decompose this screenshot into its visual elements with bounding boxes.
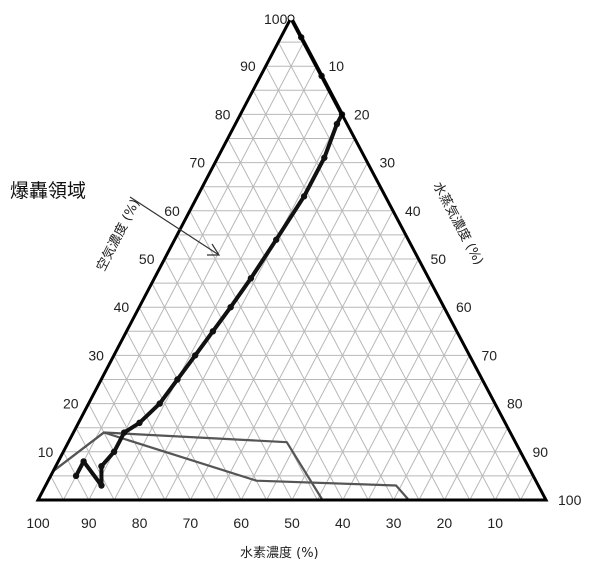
water-vapor-axis-ticks: 10 20 30 40 50 60 70 80 90 100 bbox=[329, 58, 582, 508]
trajectory-point bbox=[98, 463, 105, 470]
grid-line bbox=[277, 41, 522, 501]
grid-line bbox=[291, 258, 419, 501]
grid-line bbox=[469, 427, 509, 501]
trajectory-point bbox=[156, 400, 163, 407]
grid-line bbox=[100, 379, 166, 501]
water-vapor-tick-label: 20 bbox=[354, 106, 370, 122]
grid-line bbox=[164, 138, 356, 501]
air-axis-title: 空気濃度 (%) bbox=[93, 196, 143, 273]
hydrogen-tick-label: 20 bbox=[437, 515, 453, 531]
trajectory-point bbox=[273, 236, 280, 243]
grid-line bbox=[367, 331, 458, 501]
air-tick-label: 30 bbox=[88, 347, 104, 363]
air-tick-label: 60 bbox=[164, 203, 180, 219]
trajectory-point bbox=[174, 376, 181, 383]
water-vapor-tick-label: 50 bbox=[431, 251, 447, 267]
apex-label: 100 bbox=[264, 11, 288, 27]
air-tick-label: 40 bbox=[114, 299, 130, 315]
air-tick-label: 90 bbox=[240, 58, 256, 74]
grid-line bbox=[164, 258, 293, 501]
trajectory-point bbox=[121, 429, 128, 436]
water-vapor-tick-label: 70 bbox=[482, 347, 498, 363]
grid-line bbox=[342, 306, 445, 501]
hydrogen-tick-label: 60 bbox=[233, 515, 249, 531]
trajectory-point bbox=[72, 472, 80, 480]
hydrogen-axis-ticks: 100 90 80 70 60 50 40 30 20 10 bbox=[26, 515, 503, 531]
grid-line bbox=[113, 90, 330, 501]
water-vapor-tick-label: 80 bbox=[507, 396, 523, 412]
water-vapor-tick-label: 90 bbox=[533, 444, 549, 460]
hydrogen-axis-title: 水素濃度 (%) bbox=[240, 545, 319, 561]
hydrogen-tick-label: 70 bbox=[183, 515, 199, 531]
grid-line bbox=[202, 186, 369, 501]
hydrogen-tick-label: 10 bbox=[487, 515, 503, 531]
air-tick-label: 20 bbox=[63, 396, 79, 412]
apex-marker bbox=[287, 14, 295, 22]
air-tick-label: 50 bbox=[139, 251, 155, 267]
grid-line bbox=[113, 355, 191, 501]
grid-line bbox=[494, 451, 521, 501]
grid-line bbox=[176, 234, 318, 501]
trajectory-point bbox=[191, 352, 199, 359]
air-tick-label: 70 bbox=[190, 155, 206, 171]
grid-line bbox=[393, 355, 470, 501]
air-axis-ticks: 90 80 70 60 50 40 30 20 10 bbox=[38, 58, 256, 460]
grid-line bbox=[227, 138, 420, 501]
hydrogen-tick-label: 30 bbox=[386, 515, 402, 531]
grid-line bbox=[62, 41, 305, 501]
water-vapor-tick-label: 60 bbox=[456, 299, 472, 315]
annotation-arrow bbox=[129, 196, 221, 256]
grid-line bbox=[266, 234, 407, 501]
water-vapor-tick-label: 40 bbox=[405, 203, 421, 219]
trajectory-point bbox=[136, 419, 143, 427]
grid-line bbox=[443, 403, 496, 501]
hydrogen-tick-label: 90 bbox=[81, 515, 97, 531]
grid-line bbox=[520, 475, 534, 501]
water-vapor-tick-label: 100 bbox=[558, 492, 582, 508]
grid-line bbox=[252, 90, 471, 501]
trajectory-point bbox=[98, 482, 105, 489]
trajectory-point bbox=[333, 120, 341, 128]
grid-line bbox=[75, 427, 115, 501]
hydrogen-tick-label: 40 bbox=[335, 515, 351, 531]
trajectory-point bbox=[247, 275, 255, 282]
water-vapor-tick-label: 10 bbox=[329, 58, 345, 74]
grid-line bbox=[215, 186, 381, 501]
grid-line bbox=[126, 331, 217, 501]
grid-line bbox=[50, 475, 64, 501]
hydrogen-tick-label: 50 bbox=[284, 515, 300, 531]
trajectory-point bbox=[227, 304, 234, 311]
grid-line bbox=[316, 282, 432, 501]
grid-line bbox=[418, 379, 483, 501]
grid-line bbox=[151, 282, 268, 501]
air-tick-label: 80 bbox=[215, 106, 231, 122]
boundary-outer bbox=[52, 431, 410, 501]
explosion-region-boundaries bbox=[52, 431, 410, 501]
triangle-frame bbox=[35, 14, 549, 502]
trajectory-point bbox=[300, 193, 308, 200]
region-annotation: 爆轟領域 bbox=[10, 180, 86, 202]
trajectory-point bbox=[110, 448, 118, 455]
water-vapor-tick-label: 30 bbox=[380, 155, 396, 171]
trajectory-point bbox=[321, 154, 328, 161]
hydrogen-tick-label: 80 bbox=[132, 515, 148, 531]
hydrogen-tick-label: 100 bbox=[26, 515, 50, 531]
air-tick-label: 10 bbox=[38, 444, 54, 460]
trajectory-point bbox=[209, 328, 217, 335]
grid-line bbox=[138, 306, 242, 501]
trajectory-point bbox=[80, 458, 87, 465]
